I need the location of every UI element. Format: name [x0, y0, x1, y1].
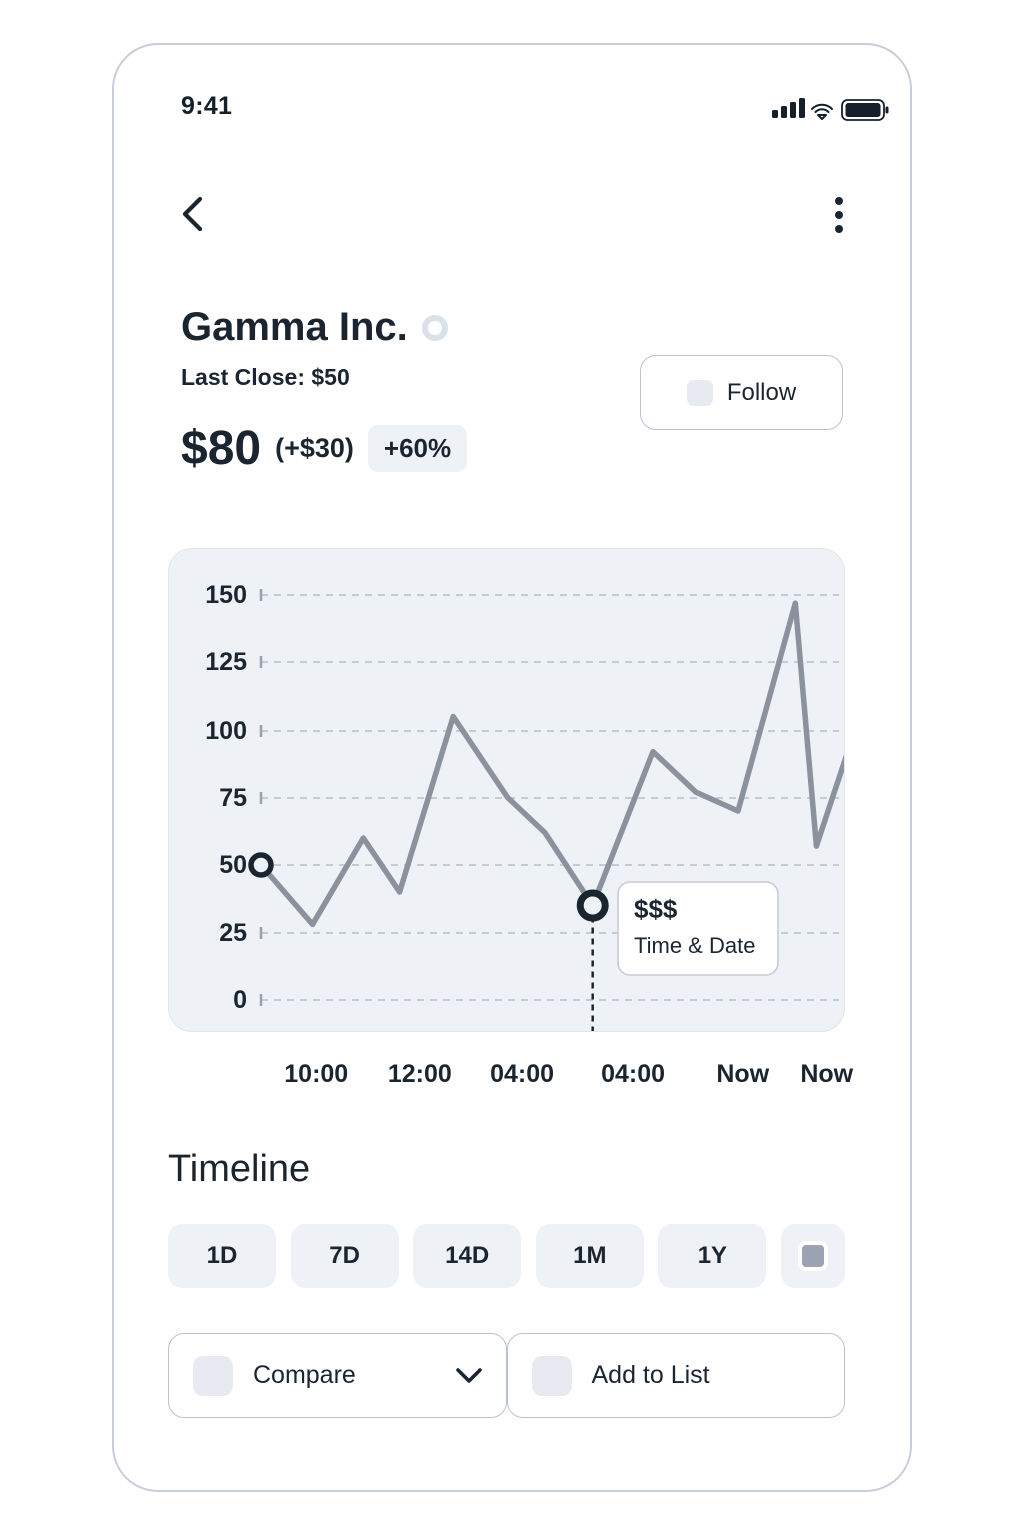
svg-text:150: 150 — [205, 581, 247, 609]
svg-text:100: 100 — [205, 717, 247, 745]
svg-text:25: 25 — [219, 919, 247, 947]
svg-text:0: 0 — [233, 986, 247, 1014]
svg-text:Time & Date: Time & Date — [634, 933, 755, 958]
svg-text:75: 75 — [219, 784, 247, 812]
svg-text:$$$: $$$ — [634, 894, 678, 924]
svg-text:125: 125 — [205, 648, 247, 676]
svg-text:50: 50 — [219, 851, 247, 879]
